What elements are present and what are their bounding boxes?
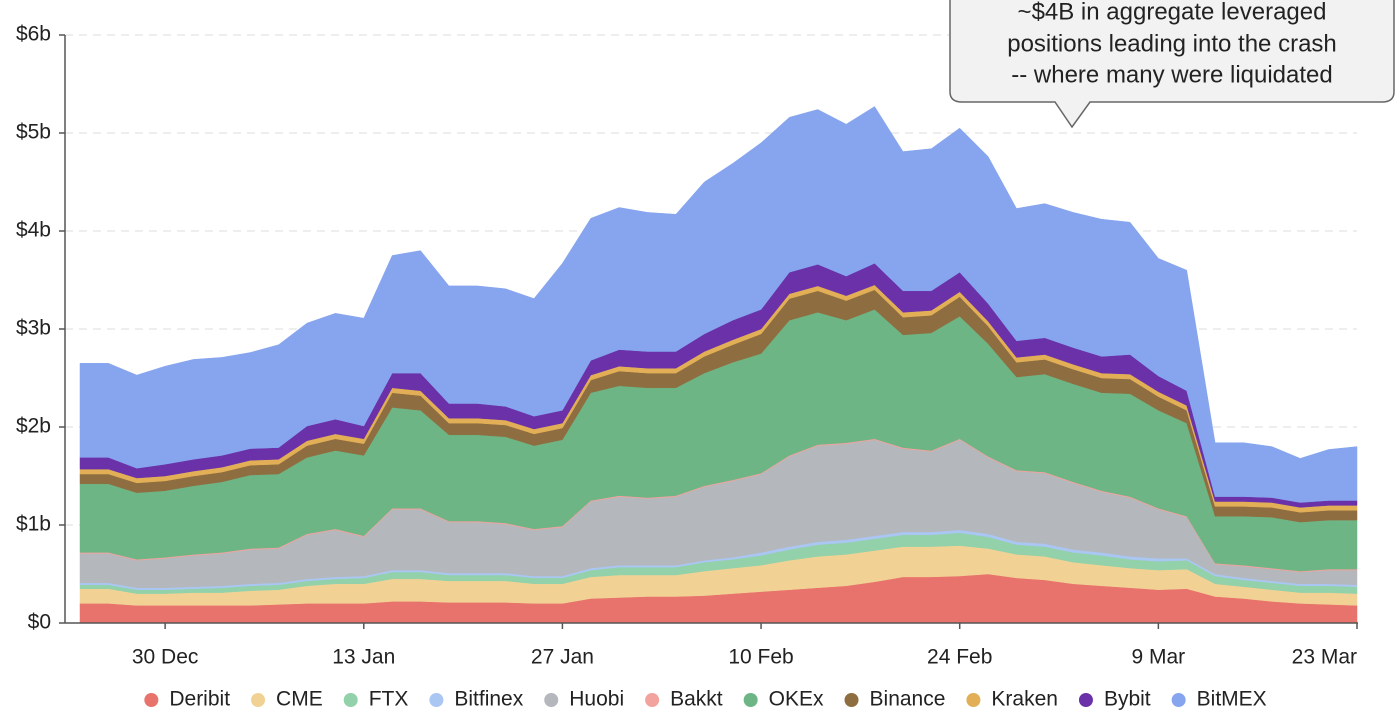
y-tick-label: $4b [16, 219, 51, 242]
y-tick-label: $2b [16, 415, 51, 438]
legend-marker [1078, 693, 1093, 707]
legend-label: OKEx [769, 688, 824, 711]
x-tick-label: 13 Jan [332, 646, 395, 669]
legend-item: OKEx [743, 688, 824, 711]
legend: Deribit CME FTX Bitfinex Huobi Bakkt OKEx Binan… [144, 688, 1267, 711]
legend-marker [743, 693, 758, 707]
legend-item: FTX [343, 688, 409, 711]
x-tick-label: 30 Dec [132, 646, 199, 669]
legend-item: CME [251, 688, 323, 711]
annotation-line: -- where many were liquidated [1011, 61, 1332, 88]
x-tick-label: 23 Mar [1292, 646, 1357, 669]
area [79, 106, 1358, 503]
legend-label: CME [276, 688, 323, 711]
y-tick-label: $5b [16, 121, 51, 144]
legend-label: Kraken [991, 688, 1058, 711]
x-tick-label: 9 Mar [1132, 646, 1186, 669]
y-tick-label: $6b [16, 23, 51, 46]
y-tick-label: $0 [28, 611, 51, 634]
legend-item: Kraken [966, 688, 1058, 711]
legend-label: Binance [870, 688, 946, 711]
plot-area [65, 34, 1358, 624]
annotation-line: positions leading into the crash [1007, 30, 1337, 57]
legend-marker [544, 693, 559, 707]
legend-item: Bitfinex [429, 688, 524, 711]
x-tick-label: 10 Feb [728, 646, 793, 669]
x-tick-label: 24 Feb [927, 646, 992, 669]
annotation: ~$4B in aggregate leveraged positions le… [949, 0, 1395, 129]
legend-label: Bybit [1104, 688, 1151, 711]
legend-label: Deribit [169, 688, 230, 711]
legend-item: Binance [844, 688, 946, 711]
legend-item: Bakkt [645, 688, 723, 711]
legend-marker [966, 693, 981, 707]
legend-marker [343, 693, 358, 707]
legend-item: Deribit [144, 688, 230, 711]
legend-marker [645, 693, 660, 707]
annotation-line: ~$4B in aggregate leveraged [1018, 0, 1327, 25]
legend-marker [251, 693, 266, 707]
legend-marker [429, 693, 444, 707]
legend-marker [144, 693, 159, 707]
axes: $0 $1b $2b $3b $4b $5b $6b 30 Dec 13 Jan 27 Jan 10… [16, 23, 1358, 669]
callout-box [949, 0, 1395, 129]
y-tick-label: $3b [16, 317, 51, 340]
legend-marker [844, 693, 859, 707]
legend-item: Huobi [544, 688, 624, 711]
y-tick-label: $1b [16, 513, 51, 536]
legend-label: Huobi [569, 688, 624, 711]
legend-item: Bybit [1078, 688, 1151, 711]
legend-label: BitMEX [1197, 688, 1267, 711]
legend-label: FTX [369, 688, 409, 711]
x-tick-label: 27 Jan [531, 646, 594, 669]
legend-item: BitMEX [1171, 688, 1267, 711]
legend-label: Bakkt [670, 688, 723, 711]
legend-marker [1171, 693, 1186, 707]
legend-label: Bitfinex [454, 688, 523, 711]
